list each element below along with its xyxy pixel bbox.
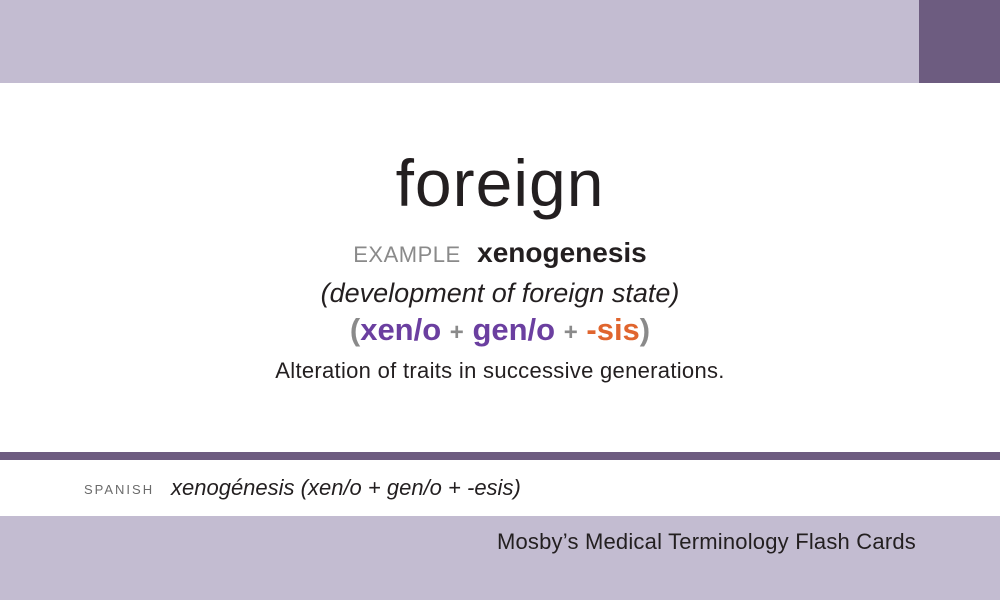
example-line: EXAMPLE xenogenesis — [0, 235, 1000, 276]
breakdown-plus: + — [563, 319, 578, 346]
card-body: foreign EXAMPLE xenogenesis (development… — [0, 83, 1000, 452]
term-explanation: Alteration of traits in successive gener… — [275, 358, 725, 383]
breakdown-suffix-sis: -sis — [586, 312, 640, 347]
publisher-title: Mosby’s Medical Terminology Flash Cards — [496, 529, 916, 554]
divider-bar — [0, 452, 1000, 460]
spanish-label: SPANISH — [84, 482, 155, 497]
example-label: EXAMPLE — [353, 242, 461, 267]
spanish-row: SPANISH xenogénesis (xen/o + gen/o + -es… — [0, 460, 1000, 516]
term-title: foreign — [395, 146, 605, 220]
breakdown-root-geno: gen/o — [472, 312, 556, 347]
spanish-translation: xenogénesis (xen/o + gen/o + -esis) — [171, 475, 521, 500]
bottom-band: Mosby’s Medical Terminology Flash Cards — [0, 516, 1000, 600]
top-band — [0, 0, 1000, 83]
breakdown-open-paren: ( — [349, 312, 361, 347]
breakdown-close-paren: ) — [639, 312, 651, 347]
word-part-breakdown: (xen/o + gen/o + -sis) — [0, 311, 1000, 352]
breakdown-root-xeno: xen/o — [360, 312, 442, 347]
example-definition: (development of foreign state) — [320, 278, 680, 308]
example-word: xenogenesis — [477, 237, 647, 268]
breakdown-plus: + — [449, 319, 464, 346]
corner-accent-block — [919, 0, 1000, 83]
